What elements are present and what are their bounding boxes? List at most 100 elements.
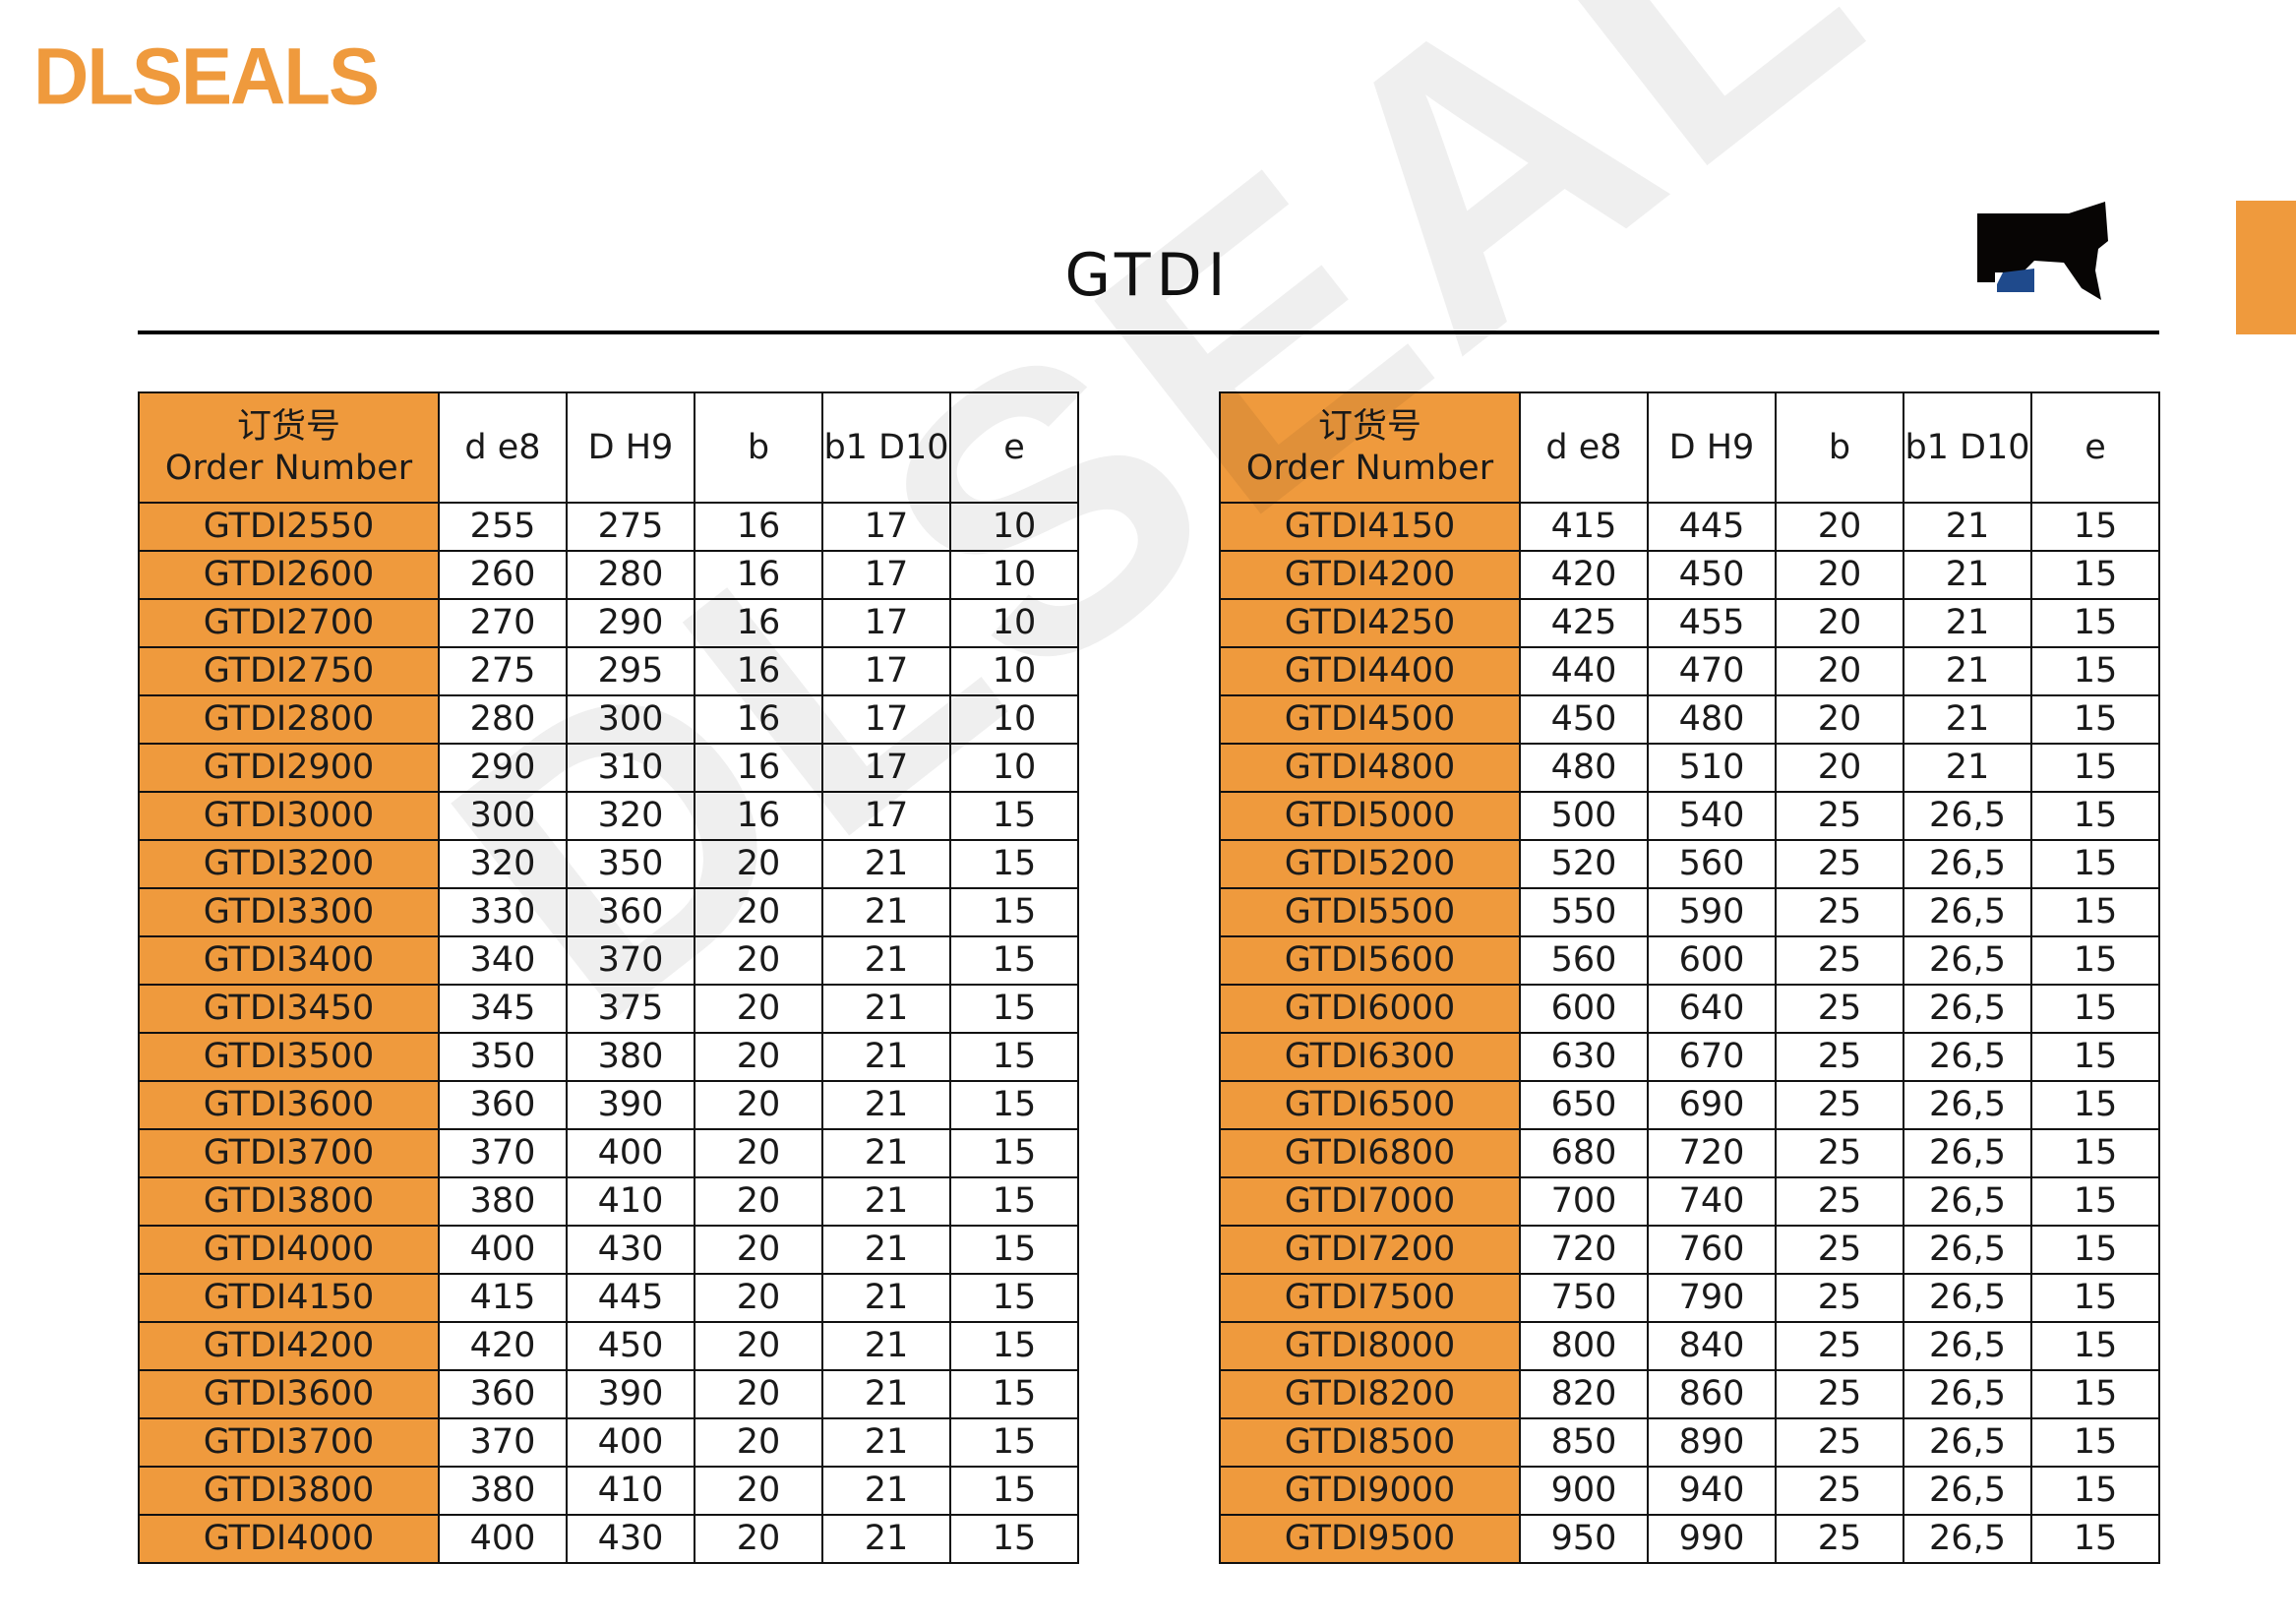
table-row: GTDI8000 800 840 25 26,5 15 — [1219, 1321, 2160, 1371]
dimension-cell: 25 — [1775, 1032, 1904, 1082]
dimension-cell: 21 — [821, 1225, 951, 1275]
order-number-cell: GTDI6500 — [1219, 1080, 1521, 1130]
dimension-cell: 20 — [1775, 743, 1904, 793]
table-row: GTDI4150 415 445 20 21 15 — [1219, 502, 2160, 552]
dimension-cell: 25 — [1775, 935, 1904, 986]
dimension-cell: 890 — [1647, 1417, 1777, 1468]
dimension-cell: 15 — [2030, 502, 2160, 552]
dimension-cell: 840 — [1647, 1321, 1777, 1371]
dimension-cell: 690 — [1647, 1080, 1777, 1130]
order-number-cell: GTDI3450 — [138, 984, 440, 1034]
order-number-cell: GTDI4000 — [138, 1225, 440, 1275]
dimension-cell: 20 — [694, 1273, 823, 1323]
table-row: GTDI4250 425 455 20 21 15 — [1219, 598, 2160, 648]
dimension-cell: 345 — [438, 984, 568, 1034]
table-row: GTDI3700 370 400 20 21 15 — [138, 1128, 1079, 1178]
order-number-header: 订货号 Order Number — [138, 391, 440, 504]
dimension-cell: 16 — [694, 550, 823, 600]
table-row: GTDI5200 520 560 25 26,5 15 — [1219, 839, 2160, 889]
dimension-cell: 15 — [949, 887, 1079, 937]
table-row: GTDI3700 370 400 20 21 15 — [138, 1417, 1079, 1468]
dimension-cell: 25 — [1775, 1417, 1904, 1468]
dimension-cell: 16 — [694, 646, 823, 696]
dimension-cell: 21 — [821, 1466, 951, 1516]
dimension-cell: 26,5 — [1903, 1128, 2032, 1178]
dimension-cell: 350 — [566, 839, 695, 889]
order-number-cell: GTDI3300 — [138, 887, 440, 937]
dimension-cell: 560 — [1519, 935, 1649, 986]
dimension-cell: 445 — [566, 1273, 695, 1323]
dimension-cell: 320 — [438, 839, 568, 889]
dimension-cell: 15 — [2030, 1032, 2160, 1082]
order-number-cell: GTDI4250 — [1219, 598, 1521, 648]
table-row: GTDI2900 290 310 16 17 10 — [138, 743, 1079, 793]
table-row: GTDI3200 320 350 20 21 15 — [138, 839, 1079, 889]
col-header: e — [2030, 391, 2160, 504]
dimension-cell: 21 — [821, 1417, 951, 1468]
dimension-cell: 25 — [1775, 1080, 1904, 1130]
dimension-cell: 25 — [1775, 1466, 1904, 1516]
dimension-cell: 990 — [1647, 1514, 1777, 1564]
dimension-cell: 650 — [1519, 1080, 1649, 1130]
table-row: GTDI3600 360 390 20 21 15 — [138, 1080, 1079, 1130]
dimension-cell: 25 — [1775, 839, 1904, 889]
dimension-cell: 420 — [1519, 550, 1649, 600]
order-number-cell: GTDI2600 — [138, 550, 440, 600]
order-number-cn: 订货号 — [1317, 407, 1421, 447]
dimension-cell: 400 — [438, 1514, 568, 1564]
dimension-cell: 15 — [2030, 1176, 2160, 1227]
dimension-cell: 15 — [949, 1369, 1079, 1419]
dimension-cell: 900 — [1519, 1466, 1649, 1516]
dimension-cell: 375 — [566, 984, 695, 1034]
order-number-cell: GTDI2750 — [138, 646, 440, 696]
dimension-cell: 550 — [1519, 887, 1649, 937]
table-row: GTDI3300 330 360 20 21 15 — [138, 887, 1079, 937]
dimension-cell: 21 — [1903, 646, 2032, 696]
dimension-cell: 17 — [821, 791, 951, 841]
col-header: b1 D10 — [1903, 391, 2032, 504]
order-number-cell: GTDI3400 — [138, 935, 440, 986]
dimension-cell: 26,5 — [1903, 791, 2032, 841]
dimension-cell: 20 — [694, 1321, 823, 1371]
dimension-cell: 480 — [1519, 743, 1649, 793]
order-number-cell: GTDI4200 — [1219, 550, 1521, 600]
dimension-cell: 520 — [1519, 839, 1649, 889]
dimension-cell: 15 — [2030, 743, 2160, 793]
dimension-cell: 26,5 — [1903, 1321, 2032, 1371]
dimension-cell: 20 — [694, 1417, 823, 1468]
order-number-cell: GTDI3600 — [138, 1080, 440, 1130]
dimension-cell: 430 — [566, 1514, 695, 1564]
dimension-cell: 790 — [1647, 1273, 1777, 1323]
dimension-cell: 15 — [2030, 694, 2160, 745]
col-header: D H9 — [566, 391, 695, 504]
order-number-cell: GTDI7500 — [1219, 1273, 1521, 1323]
table-row: GTDI2750 275 295 16 17 10 — [138, 646, 1079, 696]
dimension-cell: 350 — [438, 1032, 568, 1082]
order-number-cell: GTDI5500 — [1219, 887, 1521, 937]
dimension-cell: 295 — [566, 646, 695, 696]
table-row: GTDI8200 820 860 25 26,5 15 — [1219, 1369, 2160, 1419]
col-header: d e8 — [1519, 391, 1649, 504]
table-row: GTDI8500 850 890 25 26,5 15 — [1219, 1417, 2160, 1468]
dimension-cell: 20 — [1775, 550, 1904, 600]
dimension-cell: 15 — [2030, 1514, 2160, 1564]
table-row: GTDI4150 415 445 20 21 15 — [138, 1273, 1079, 1323]
dimension-cell: 290 — [438, 743, 568, 793]
table-row: GTDI6000 600 640 25 26,5 15 — [1219, 984, 2160, 1034]
table-row: GTDI2600 260 280 16 17 10 — [138, 550, 1079, 600]
dimension-cell: 17 — [821, 694, 951, 745]
order-number-cell: GTDI8200 — [1219, 1369, 1521, 1419]
dimension-cell: 21 — [1903, 743, 2032, 793]
dimension-cell: 20 — [694, 1176, 823, 1227]
dimension-cell: 420 — [438, 1321, 568, 1371]
dimension-cell: 26,5 — [1903, 1225, 2032, 1275]
table-row: GTDI7000 700 740 25 26,5 15 — [1219, 1176, 2160, 1227]
dimension-cell: 21 — [821, 887, 951, 937]
dimension-cell: 15 — [949, 1225, 1079, 1275]
dimension-cell: 445 — [1647, 502, 1777, 552]
order-number-cell: GTDI4150 — [138, 1273, 440, 1323]
dimension-cell: 20 — [1775, 598, 1904, 648]
dimension-cell: 850 — [1519, 1417, 1649, 1468]
dimension-cell: 680 — [1519, 1128, 1649, 1178]
order-number-cell: GTDI5000 — [1219, 791, 1521, 841]
